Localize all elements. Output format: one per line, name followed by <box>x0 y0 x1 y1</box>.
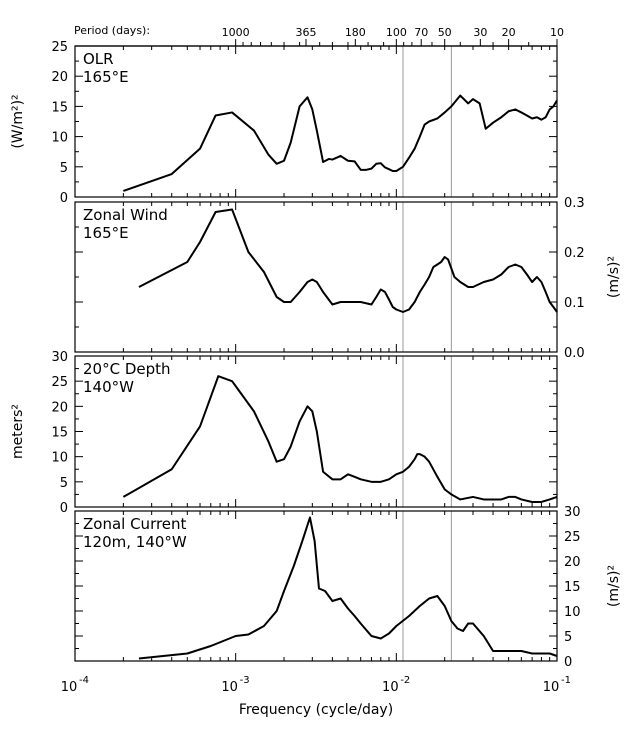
x-tick-exponent: -3 <box>240 675 250 686</box>
period-label: 365 <box>295 26 316 39</box>
period-axis-title: Period (days): <box>74 24 150 37</box>
y-tick-label: 10 <box>564 605 581 620</box>
y-tick-label: 0 <box>60 191 68 206</box>
y-tick-label: 0.2 <box>564 246 585 261</box>
series-line <box>138 208 558 313</box>
y-tick-label: 0.1 <box>564 296 585 311</box>
y-tick-label: 10 <box>51 131 68 146</box>
y-tick-label: 20 <box>564 555 581 570</box>
panels: 0510152025(W/m²)²OLR165°E0.00.10.20.3(m/… <box>10 40 622 670</box>
period-label: 50 <box>438 26 452 39</box>
y-tick-label: 5 <box>60 161 68 176</box>
y-tick-label: 20 <box>51 70 68 85</box>
period-label: 1000 <box>222 26 250 39</box>
y-tick-label: 25 <box>51 40 68 55</box>
panel-title: 165°E <box>83 68 129 86</box>
y-tick-label: 30 <box>51 350 68 365</box>
y-axis-label: meters² <box>10 404 26 459</box>
y-axis-label: (W/m²)² <box>10 94 26 148</box>
x-tick-exponent: -2 <box>400 675 410 686</box>
y-tick-label: 25 <box>51 375 68 390</box>
y-tick-label: 30 <box>564 505 581 520</box>
y-axis-label: (m/s)² <box>606 565 622 607</box>
period-label: 30 <box>473 26 487 39</box>
panel-title: 140°W <box>83 378 134 396</box>
panel-title: Zonal Current <box>83 515 187 533</box>
y-tick-label: 15 <box>51 100 68 115</box>
panel-title: 165°E <box>83 224 129 242</box>
x-tick-exponent: -4 <box>79 675 89 686</box>
panel-title: Zonal Wind <box>83 206 168 224</box>
series-line <box>122 375 558 503</box>
y-tick-label: 0.3 <box>564 196 585 211</box>
period-label: 20 <box>502 26 516 39</box>
period-label: 180 <box>345 26 366 39</box>
y-tick-label: 0 <box>564 655 572 670</box>
y-tick-label: 0 <box>60 501 68 516</box>
plot-frame <box>74 201 558 353</box>
y-axis-label: (m/s)² <box>606 256 622 298</box>
y-tick-label: 5 <box>564 630 572 645</box>
y-tick-label: 10 <box>51 451 68 466</box>
panel-title: 120m, 140°W <box>83 533 187 551</box>
y-tick-label: 20 <box>51 400 68 415</box>
panel-title: 20°C Depth <box>83 360 171 378</box>
series-line <box>123 94 558 192</box>
x-tick-label: 10 <box>61 680 78 695</box>
period-label: 100 <box>386 26 407 39</box>
frequency-axis: 10 -4 10 -3 10 -2 10 -1 <box>61 675 571 695</box>
x-tick-label: 10 <box>543 680 560 695</box>
period-label: 10 <box>550 26 564 39</box>
y-tick-label: 0.0 <box>564 346 585 361</box>
y-tick-label: 5 <box>60 476 68 491</box>
series-line <box>138 516 558 660</box>
x-tick-exponent: -1 <box>561 675 571 686</box>
y-tick-label: 15 <box>51 426 68 441</box>
period-label: 70 <box>414 26 428 39</box>
y-tick-label: 25 <box>564 530 581 545</box>
x-tick-label: 10 <box>382 680 399 695</box>
x-tick-label: 10 <box>221 680 238 695</box>
panel-title: OLR <box>83 50 114 68</box>
x-axis-title: Frequency (cycle/day) <box>239 702 393 718</box>
y-tick-label: 15 <box>564 580 581 595</box>
